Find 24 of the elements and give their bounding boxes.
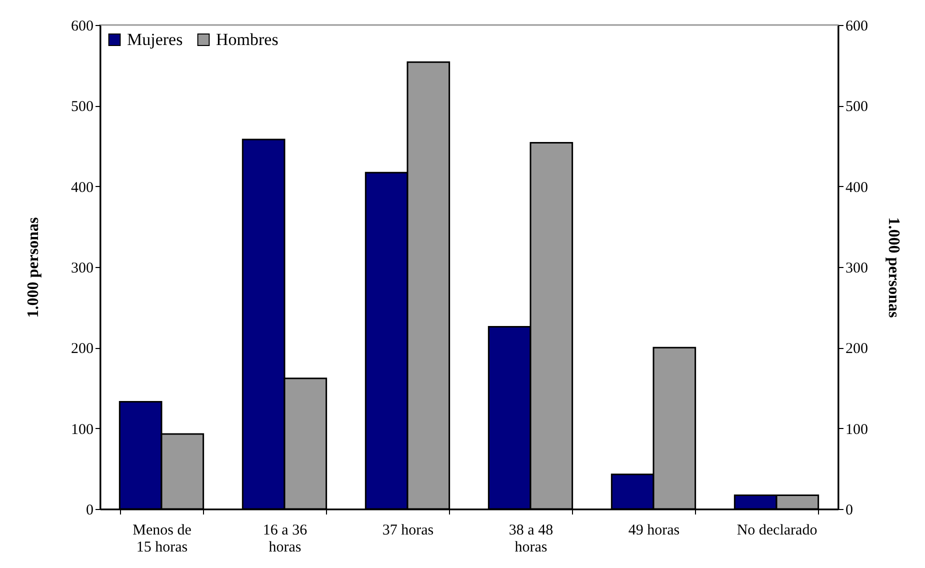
y2-tick-label: 0 <box>846 502 853 518</box>
x-tick-label: 38 a 48 horas <box>508 522 554 556</box>
y-tick-label: 0 <box>86 502 94 518</box>
x-tick-label: 16 a 36 horas <box>262 522 308 556</box>
legend-label: Hombres <box>216 30 278 49</box>
y-axis-title: 1.000 personas <box>25 217 42 318</box>
y-tick-label: 200 <box>71 341 94 358</box>
y-tick-label: 300 <box>71 260 94 276</box>
y2-axis-title: 1.000 personas <box>885 217 902 318</box>
x-tick-label: Menos de 15 horas <box>132 522 192 556</box>
y-tick-label: 400 <box>71 180 94 196</box>
y-tick-label: 500 <box>71 99 94 116</box>
y2-tick-label: 200 <box>846 341 868 358</box>
x-tick-label: 49 horas <box>628 522 680 538</box>
x-tick-label: No declarado <box>736 522 818 538</box>
y-tick-label: 600 <box>71 18 94 34</box>
y2-tick-label: 300 <box>846 260 868 276</box>
y-tick-label: 100 <box>71 422 94 438</box>
y2-tick-label: 500 <box>846 99 868 116</box>
y2-tick-label: 400 <box>846 180 868 196</box>
legend-label: Mujeres <box>127 30 183 49</box>
x-tick-label: 37 horas <box>382 522 434 538</box>
y2-tick-label: 100 <box>846 422 868 438</box>
y2-tick-label: 600 <box>846 18 868 34</box>
